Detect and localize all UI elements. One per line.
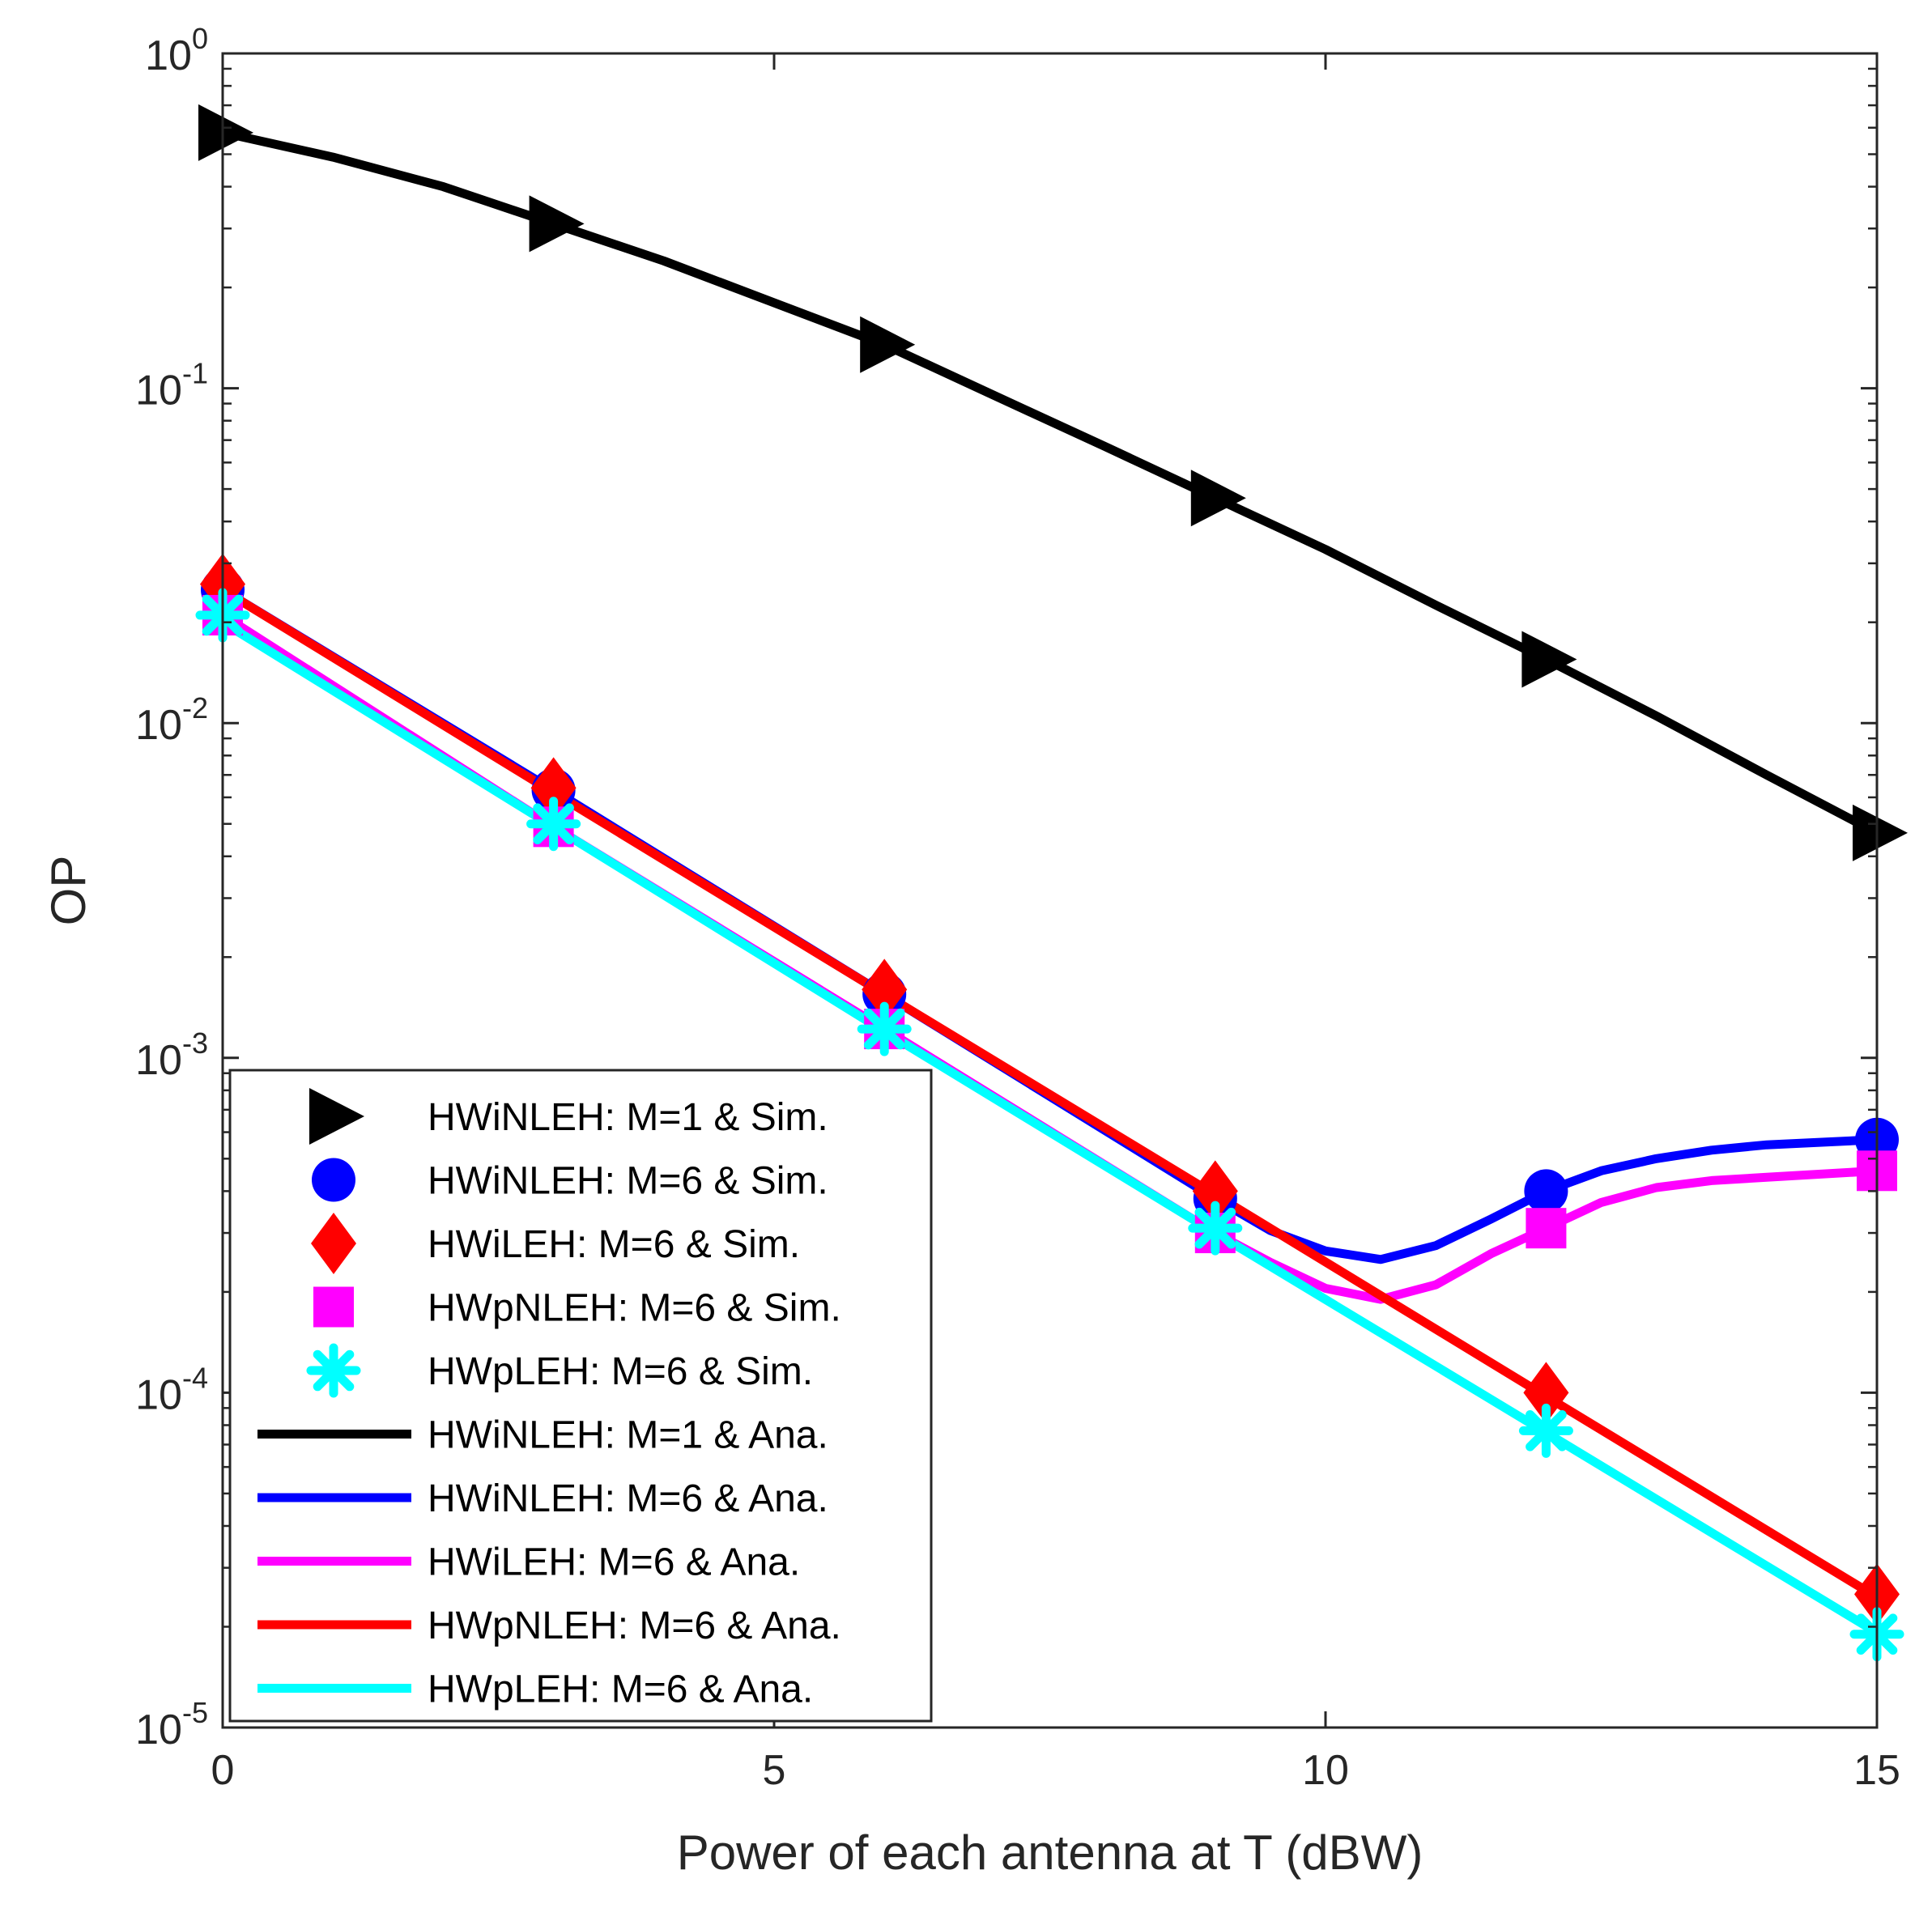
series-line-hwpleh-m-6-ana- (218, 618, 1882, 1638)
legend-label: HWpLEH: M=6 & Sim. (428, 1350, 813, 1393)
y-tick-exponent: 0 (192, 22, 208, 55)
legend-label: HWiLEH: M=6 & Sim. (428, 1223, 800, 1266)
data-point (529, 195, 585, 253)
legend-marker (311, 1213, 356, 1274)
x-tick-label: 15 (1853, 1747, 1900, 1794)
y-tick-base: 10 (135, 1706, 182, 1753)
data-point (1524, 1169, 1568, 1213)
legend-label: HWpLEH: M=6 & Ana. (428, 1668, 813, 1711)
data-point (1523, 1362, 1569, 1424)
legend-label: HWiNLEH: M=1 & Sim. (428, 1096, 828, 1139)
asterisk-stroke (313, 1349, 355, 1392)
y-tick-label: 100 (145, 22, 208, 79)
data-point (1853, 804, 1908, 861)
y-tick-base: 10 (135, 702, 182, 749)
y-tick-label: 10-3 (135, 1026, 208, 1084)
x-tick-label: 5 (763, 1747, 786, 1794)
x-tick-label: 10 (1302, 1747, 1349, 1794)
data-point (198, 104, 253, 161)
y-axis-label: OP (41, 856, 96, 926)
legend-marker (313, 1286, 354, 1328)
x-axis-label: Power of each antenna at T (dBW) (677, 1825, 1423, 1880)
series-markers-hwinleh-m-1-sim- (198, 104, 1908, 861)
y-tick-exponent: -2 (182, 691, 208, 725)
series-line-hwpnleh-m-6-ana- (218, 585, 1882, 1602)
data-point (857, 1001, 912, 1056)
asterisk-stroke (1526, 1410, 1567, 1451)
y-tick-exponent: -3 (182, 1026, 208, 1060)
legend: HWiNLEH: M=1 & Sim. HWiNLEH: M=6 & Sim. HW… (228, 1069, 933, 1723)
legend-label: HWiNLEH: M=1 & Ana. (428, 1414, 828, 1457)
data-point (1188, 1201, 1243, 1256)
legend-label: HWiNLEH: M=6 & Sim. (428, 1160, 828, 1203)
data-point (530, 757, 577, 819)
legend-marker (312, 1158, 355, 1202)
y-tick-exponent: -4 (182, 1361, 208, 1394)
y-tick-label: 10-2 (135, 691, 208, 749)
legend-label: HWiNLEH: M=6 & Ana. (428, 1477, 828, 1520)
y-tick-base: 10 (135, 1037, 182, 1084)
y-tick-label: 10-1 (135, 357, 208, 414)
x-tick-label: 0 (211, 1747, 235, 1794)
y-tick-base: 10 (135, 1371, 182, 1418)
data-point (1192, 1160, 1238, 1222)
data-point (1521, 631, 1577, 688)
y-tick-label: 10-5 (135, 1696, 208, 1753)
data-point (860, 316, 916, 373)
y-tick-exponent: -5 (182, 1696, 208, 1729)
y-tick-label: 10-4 (135, 1361, 208, 1418)
y-tick-exponent: -1 (182, 357, 208, 390)
y-tick-base: 10 (145, 32, 192, 79)
plot-area (195, 104, 1908, 1662)
asterisk-stroke (863, 1008, 905, 1050)
legend-label: HWpNLEH: M=6 & Ana. (428, 1604, 841, 1647)
legend-marker (306, 1343, 361, 1398)
y-tick-base: 10 (135, 368, 182, 414)
legend-label: HWiLEH: M=6 & Ana. (428, 1541, 800, 1584)
data-point (1518, 1403, 1573, 1458)
plot-frame (221, 52, 1879, 1729)
data-point (1190, 470, 1246, 527)
data-point (526, 797, 581, 852)
data-point (1526, 1208, 1567, 1249)
data-point (862, 958, 908, 1021)
legend-label: HWpNLEH: M=6 & Sim. (428, 1287, 841, 1330)
asterisk-stroke (533, 803, 574, 845)
series-line-hwinleh-m-1-ana- (218, 128, 1882, 838)
asterisk-stroke (1194, 1207, 1236, 1249)
legend-marker (309, 1088, 364, 1145)
